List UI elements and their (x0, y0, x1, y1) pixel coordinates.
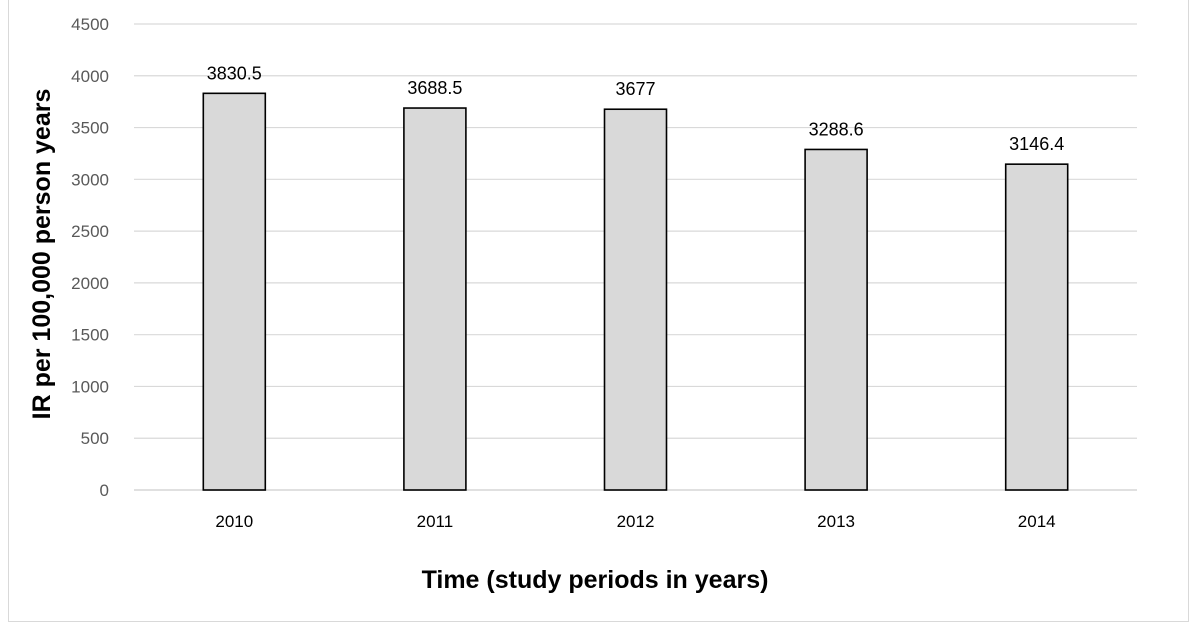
bar-2011 (403, 107, 467, 491)
y-tick-label: 500 (81, 429, 109, 448)
y-tick-label: 1000 (71, 377, 109, 396)
bar-2012 (603, 108, 668, 491)
data-label-2012: 3677 (615, 79, 655, 99)
y-tick-label: 3000 (71, 170, 109, 189)
y-tick-label: 4000 (71, 67, 109, 86)
x-tick-label-2014: 2014 (1018, 512, 1056, 531)
y-tick-label: 2000 (71, 274, 109, 293)
data-label-2014: 3146.4 (1009, 134, 1064, 154)
y-tick-label: 0 (100, 481, 109, 500)
data-label-2013: 3288.6 (809, 119, 864, 139)
y-axis-title: IR per 100,000 person years (28, 89, 56, 420)
bar-2013 (804, 148, 868, 491)
bars (202, 92, 1069, 491)
y-tick-label: 2500 (71, 222, 109, 241)
bar-2014 (1004, 163, 1069, 491)
x-tick-label-2013: 2013 (817, 512, 855, 531)
y-tick-label: 3500 (71, 119, 109, 138)
x-axis-title: Time (study periods in years) (422, 566, 769, 594)
y-tick-label: 1500 (71, 326, 109, 345)
x-tick-label-2011: 2011 (417, 512, 454, 531)
x-axis-ticks: 2010 2011 2012 2013 2014 (215, 512, 1055, 531)
data-label-2010: 3830.5 (207, 63, 262, 83)
x-tick-label-2010: 2010 (215, 512, 253, 531)
bar-2010 (202, 92, 267, 491)
y-tick-label: 4500 (71, 15, 109, 34)
y-axis-ticks: 0 500 1000 1500 2000 2500 3000 3500 4000 4500 (71, 15, 109, 500)
data-labels: 3830.5 3688.5 3677 3288.6 3146.4 (207, 63, 1064, 154)
x-tick-label-2012: 2012 (617, 512, 655, 531)
data-label-2011: 3688.5 (407, 78, 462, 98)
